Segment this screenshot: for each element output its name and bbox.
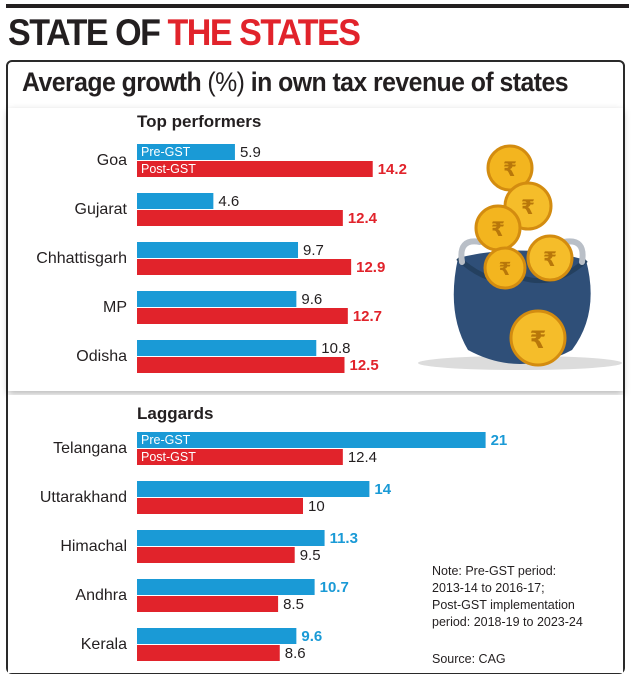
pre-gst-value: 9.6	[301, 628, 322, 645]
headline-part-2: THE STATES	[167, 12, 361, 53]
post-gst-bar	[137, 308, 348, 324]
post-gst-value: 9.5	[300, 547, 321, 564]
pre-gst-value: 9.7	[303, 242, 324, 259]
post-gst-value: 12.9	[356, 259, 385, 276]
svg-text:₹: ₹	[503, 157, 517, 181]
post-gst-value: 8.6	[285, 645, 306, 662]
category-label: Chhattisgarh	[36, 250, 127, 267]
category-label: Telangana	[53, 440, 127, 457]
category-label: Uttarakhand	[40, 489, 127, 506]
post-gst-bar	[137, 498, 303, 514]
pre-gst-bar	[137, 530, 325, 546]
pre-gst-bar	[137, 579, 315, 595]
category-label: Andhra	[75, 587, 127, 604]
svg-text:₹: ₹	[521, 195, 535, 219]
pre-gst-value: 9.6	[301, 291, 322, 308]
category-label: Odisha	[76, 348, 127, 365]
pre-gst-value: 21	[491, 432, 508, 449]
source-credit: Source: CAG	[432, 652, 506, 666]
subtitle-pre: Average growth	[22, 67, 208, 97]
post-gst-value: 8.5	[283, 596, 304, 613]
pre-gst-bar	[137, 432, 486, 448]
legend-post-gst: Post-GST	[141, 450, 196, 464]
category-label: Kerala	[81, 636, 127, 653]
section-title: Top performers	[137, 112, 261, 131]
svg-text:₹: ₹	[543, 247, 557, 271]
post-gst-bar	[137, 210, 343, 226]
pre-gst-bar	[137, 242, 299, 258]
category-label: Goa	[97, 152, 127, 169]
chart-subtitle: Average growth (%) in own tax revenue of…	[22, 64, 569, 100]
headline-part-1: STATE OF	[8, 12, 168, 53]
subtitle-post: in own tax revenue of states	[244, 67, 569, 97]
pre-gst-bar	[137, 291, 297, 307]
pre-gst-value: 10.7	[320, 579, 349, 596]
post-gst-value: 12.7	[353, 308, 382, 325]
top-rule	[6, 4, 629, 8]
category-label: Gujarat	[75, 201, 128, 218]
legend-pre-gst: Pre-GST	[141, 145, 191, 159]
svg-text:₹: ₹	[491, 217, 505, 241]
note-block: Note: Pre-GST period: 2013-14 to 2016-17…	[432, 563, 583, 631]
post-gst-bar	[137, 547, 295, 563]
pre-gst-value: 4.6	[218, 193, 239, 210]
post-gst-value: 10	[308, 498, 325, 515]
post-gst-value: 12.5	[350, 357, 379, 374]
svg-text:₹: ₹	[530, 326, 547, 354]
post-gst-value: 14.2	[378, 161, 407, 178]
pre-gst-value: 11.3	[330, 530, 358, 547]
section-title: Laggards	[137, 404, 214, 423]
headline: STATE OF THE STATES	[8, 10, 361, 56]
post-gst-value: 12.4	[348, 449, 377, 466]
category-label: Himachal	[60, 538, 127, 555]
pre-gst-bar	[137, 628, 297, 644]
post-gst-value: 12.4	[348, 210, 378, 227]
post-gst-bar	[137, 449, 343, 465]
post-gst-bar	[137, 259, 352, 275]
pre-gst-bar	[137, 481, 370, 497]
post-gst-bar	[137, 596, 279, 612]
post-gst-bar	[137, 645, 280, 661]
pre-gst-value: 5.9	[240, 144, 261, 161]
legend-pre-gst: Pre-GST	[141, 433, 191, 447]
note-line: Post-GST implementation	[432, 598, 575, 612]
note-line: Note: Pre-GST period:	[432, 564, 557, 578]
note-line: 2013-14 to 2016-17;	[432, 581, 545, 595]
pre-gst-bar	[137, 193, 214, 209]
post-gst-bar	[137, 161, 373, 177]
legend-post-gst: Post-GST	[141, 162, 196, 176]
post-gst-bar	[137, 357, 345, 373]
pre-gst-bar	[137, 144, 235, 160]
svg-text:₹: ₹	[499, 259, 512, 280]
coin-purse-illustration: ₹ ₹ ₹ ₹ ₹ ₹	[418, 144, 622, 370]
category-label: MP	[103, 299, 127, 316]
chart-frame	[6, 60, 625, 674]
pre-gst-value: 10.8	[321, 340, 350, 357]
pre-gst-value: 14	[374, 481, 391, 498]
pre-gst-bar	[137, 340, 317, 356]
note-line: period: 2018-19 to 2023-24	[432, 615, 583, 629]
subtitle-unit: (%)	[207, 67, 245, 97]
